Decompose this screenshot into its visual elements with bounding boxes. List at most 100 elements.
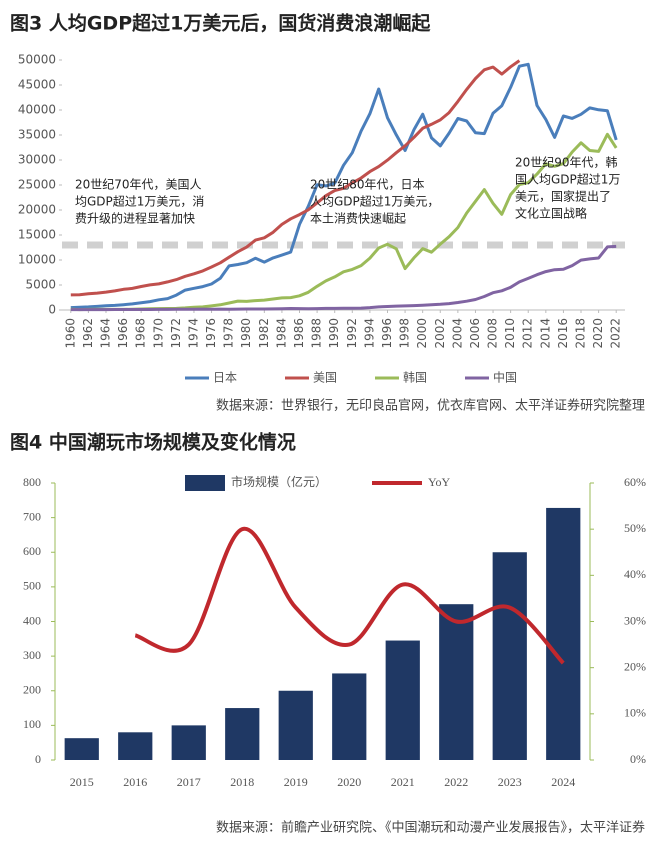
legend-label: 韩国 bbox=[403, 370, 427, 385]
x-tick-label: 1996 bbox=[380, 318, 394, 349]
bar bbox=[278, 690, 313, 760]
x-tick-label: 2021 bbox=[391, 775, 415, 789]
annotation: 20世纪80年代，日本 bbox=[310, 178, 425, 192]
series-line bbox=[70, 62, 618, 310]
x-tick-label: 2022 bbox=[444, 775, 468, 789]
bar bbox=[492, 552, 527, 760]
x-tick-label: 2000 bbox=[415, 318, 429, 349]
y-tick-label: 45000 bbox=[18, 78, 56, 92]
x-tick-label: 1980 bbox=[239, 318, 253, 349]
y2-tick-label: 10% bbox=[624, 706, 646, 720]
y-tick-label: 200 bbox=[23, 683, 41, 697]
x-tick-label: 2002 bbox=[433, 318, 447, 349]
x-tick-label: 1976 bbox=[204, 318, 218, 349]
y-tick-label: 10000 bbox=[18, 253, 56, 267]
x-tick-label: 2014 bbox=[538, 318, 552, 349]
x-tick-label: 1986 bbox=[292, 318, 306, 349]
y-tick-label: 30000 bbox=[18, 153, 56, 167]
x-tick-label: 2008 bbox=[486, 318, 500, 349]
bar bbox=[64, 738, 99, 760]
x-tick-label: 2006 bbox=[468, 318, 482, 349]
y-tick-label: 300 bbox=[23, 648, 41, 662]
y-tick-label: 0 bbox=[35, 752, 41, 766]
annotation: 人均GDP超过1万美元， bbox=[310, 194, 439, 209]
annotation: 国人均GDP超过1万 bbox=[515, 172, 620, 187]
annotation: 文化立国战略 bbox=[515, 206, 587, 221]
x-tick-label: 1962 bbox=[81, 318, 95, 349]
chart-title: 图3 人均GDP超过1万美元后，国货消费浪潮崛起 bbox=[10, 12, 431, 35]
x-tick-label: 2015 bbox=[70, 775, 94, 789]
annotation: 20世纪90年代，韩 bbox=[515, 155, 618, 170]
x-tick-label: 2016 bbox=[556, 318, 570, 349]
x-tick-label: 2018 bbox=[230, 775, 254, 789]
source-note: 数据来源：前瞻产业研究院、《中国潮玩和动漫产业发展报告》，太平洋证券 bbox=[216, 820, 645, 836]
y-tick-label: 700 bbox=[23, 509, 41, 523]
x-tick-label: 2018 bbox=[574, 318, 588, 349]
x-tick-label: 1970 bbox=[151, 318, 165, 349]
x-tick-label: 2016 bbox=[123, 775, 147, 789]
x-tick-label: 1984 bbox=[274, 318, 288, 349]
y2-tick-label: 60% bbox=[624, 475, 646, 489]
bar bbox=[332, 673, 367, 760]
x-tick-label: 1966 bbox=[116, 318, 130, 349]
bar bbox=[546, 507, 581, 760]
y2-tick-label: 40% bbox=[624, 567, 646, 581]
legend-label: 市场规模（亿元） bbox=[231, 474, 327, 489]
y-tick-label: 600 bbox=[23, 544, 41, 558]
x-tick-label: 2010 bbox=[503, 318, 517, 349]
x-tick-label: 2017 bbox=[177, 775, 201, 789]
y-tick-label: 800 bbox=[23, 475, 41, 489]
legend-swatch bbox=[185, 475, 225, 491]
x-tick-label: 1960 bbox=[63, 318, 77, 349]
y-tick-label: 40000 bbox=[18, 103, 56, 117]
x-tick-label: 2012 bbox=[521, 318, 535, 349]
x-tick-label: 1964 bbox=[98, 318, 112, 349]
x-tick-label: 1998 bbox=[398, 318, 412, 349]
y2-tick-label: 20% bbox=[624, 659, 646, 673]
x-tick-label: 2019 bbox=[284, 775, 308, 789]
yoy-line bbox=[134, 527, 565, 665]
bar bbox=[225, 708, 260, 760]
x-tick-label: 2020 bbox=[337, 775, 361, 789]
y2-tick-label: 50% bbox=[624, 521, 646, 535]
bar bbox=[439, 604, 474, 760]
annotation: 费升级的进程显著加快 bbox=[75, 211, 195, 226]
x-tick-label: 1990 bbox=[327, 318, 341, 349]
bar bbox=[118, 732, 153, 760]
y-tick-label: 35000 bbox=[18, 128, 56, 142]
x-tick-label: 1974 bbox=[186, 318, 200, 349]
bar bbox=[385, 640, 420, 760]
y2-tick-label: 30% bbox=[624, 613, 646, 627]
y-tick-label: 500 bbox=[23, 579, 41, 593]
x-tick-label: 1988 bbox=[310, 318, 324, 349]
x-tick-label: 1992 bbox=[345, 318, 359, 349]
source-note: 数据来源：世界银行，无印良品官网，优衣库官网、太平洋证券研究院整理 bbox=[216, 398, 645, 414]
y-tick-label: 50000 bbox=[18, 53, 56, 67]
legend-label: 中国 bbox=[493, 370, 517, 385]
series-line bbox=[70, 59, 521, 297]
y-tick-label: 25000 bbox=[18, 178, 56, 192]
x-tick-label: 1978 bbox=[222, 318, 236, 349]
y-tick-label: 15000 bbox=[18, 228, 56, 242]
x-tick-label: 1994 bbox=[362, 318, 376, 349]
annotation: 均GDP超过1万美元，消 bbox=[75, 194, 204, 209]
bar bbox=[171, 725, 206, 760]
annotation: 本土消费快速崛起 bbox=[310, 211, 406, 226]
x-tick-label: 2020 bbox=[591, 318, 605, 349]
series-line bbox=[70, 244, 617, 312]
y-tick-label: 20000 bbox=[18, 203, 56, 217]
y-tick-label: 5000 bbox=[25, 278, 56, 292]
annotation: 美元，国家提出了 bbox=[515, 189, 611, 204]
y-tick-label: 400 bbox=[23, 613, 41, 627]
x-tick-label: 1982 bbox=[257, 318, 271, 349]
chart-title: 图4 中国潮玩市场规模及变化情况 bbox=[10, 431, 296, 454]
annotation: 20世纪70年代，美国人 bbox=[75, 178, 202, 192]
x-tick-label: 1968 bbox=[134, 318, 148, 349]
x-tick-label: 2023 bbox=[498, 775, 522, 789]
legend-label: 美国 bbox=[313, 371, 337, 385]
y-tick-label: 0 bbox=[48, 303, 56, 317]
legend-label: 日本 bbox=[213, 371, 237, 385]
x-tick-label: 1972 bbox=[169, 318, 183, 349]
